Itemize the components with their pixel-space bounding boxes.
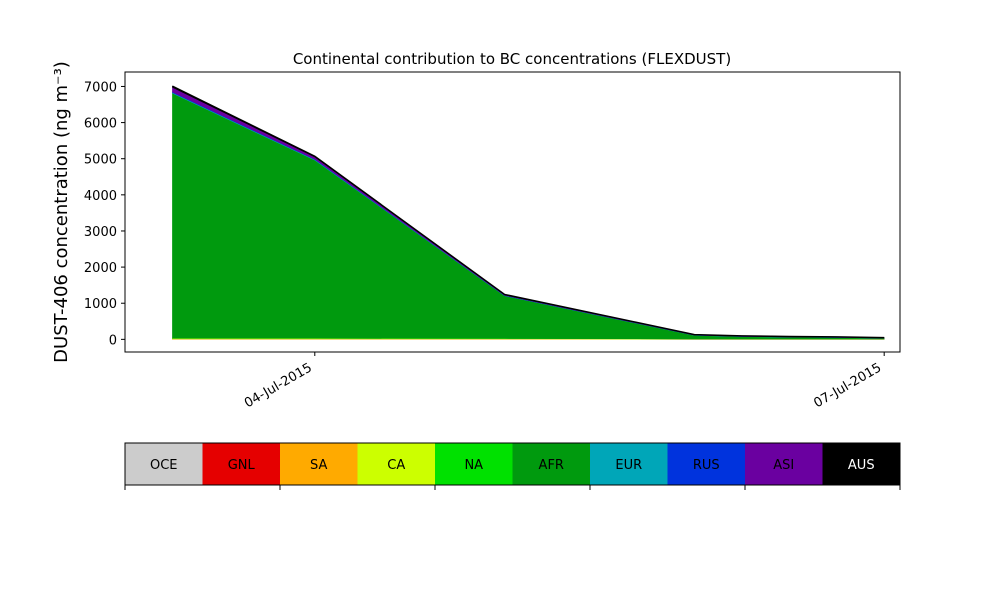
legend-label-asi: ASI (773, 458, 794, 473)
legend-frame (124, 442, 901, 486)
legend-label-na: NA (464, 458, 483, 473)
legend: OCE GNL SA CA NA AFR EUR RUS ASI AUS (124, 442, 901, 490)
legend-swatch-eur (590, 443, 668, 485)
legend-swatch-gnl (202, 443, 280, 485)
chart-title: Continental contribution to BC concentra… (293, 50, 731, 68)
legend-swatch-oce (125, 443, 203, 485)
y-tick-label: 7000 (84, 80, 117, 95)
y-tick-label: 4000 (84, 189, 117, 204)
y-tick-label: 1000 (84, 297, 117, 312)
legend-swatch-sa (280, 443, 358, 485)
legend-swatch-rus (667, 443, 745, 485)
stacked-areas (172, 85, 885, 340)
x-tick-label: 04-Jul-2015 (242, 360, 315, 411)
legend-label-rus: RUS (693, 458, 720, 473)
legend-swatch-aus (822, 443, 900, 485)
legend-swatch-na (435, 443, 513, 485)
x-axis-ticks: 04-Jul-2015 07-Jul-2015 (242, 352, 885, 411)
legend-swatch-afr (512, 443, 590, 485)
legend-label-oce: OCE (150, 458, 178, 473)
x-tick-label: 07-Jul-2015 (811, 360, 884, 411)
legend-swatch-ca (357, 443, 435, 485)
y-axis-label: DUST-406 concentration (ng m⁻³) (51, 61, 72, 363)
legend-label-afr: AFR (539, 458, 564, 473)
legend-swatch-asi (745, 443, 823, 485)
legend-label-gnl: GNL (228, 458, 256, 473)
y-axis-ticks: 0 1000 2000 3000 4000 5000 6000 7000 (84, 80, 125, 348)
y-tick-label: 0 (109, 333, 117, 348)
total-line (172, 85, 885, 339)
legend-label-ca: CA (387, 458, 405, 473)
y-tick-label: 6000 (84, 117, 117, 132)
plot-frame (124, 71, 901, 353)
y-tick-label: 3000 (84, 225, 117, 240)
legend-label-sa: SA (310, 458, 327, 473)
legend-label-eur: EUR (615, 458, 642, 473)
y-tick-label: 5000 (84, 153, 117, 168)
area-afr (172, 92, 885, 340)
y-tick-label: 2000 (84, 261, 117, 276)
legend-label-aus: AUS (848, 458, 875, 473)
